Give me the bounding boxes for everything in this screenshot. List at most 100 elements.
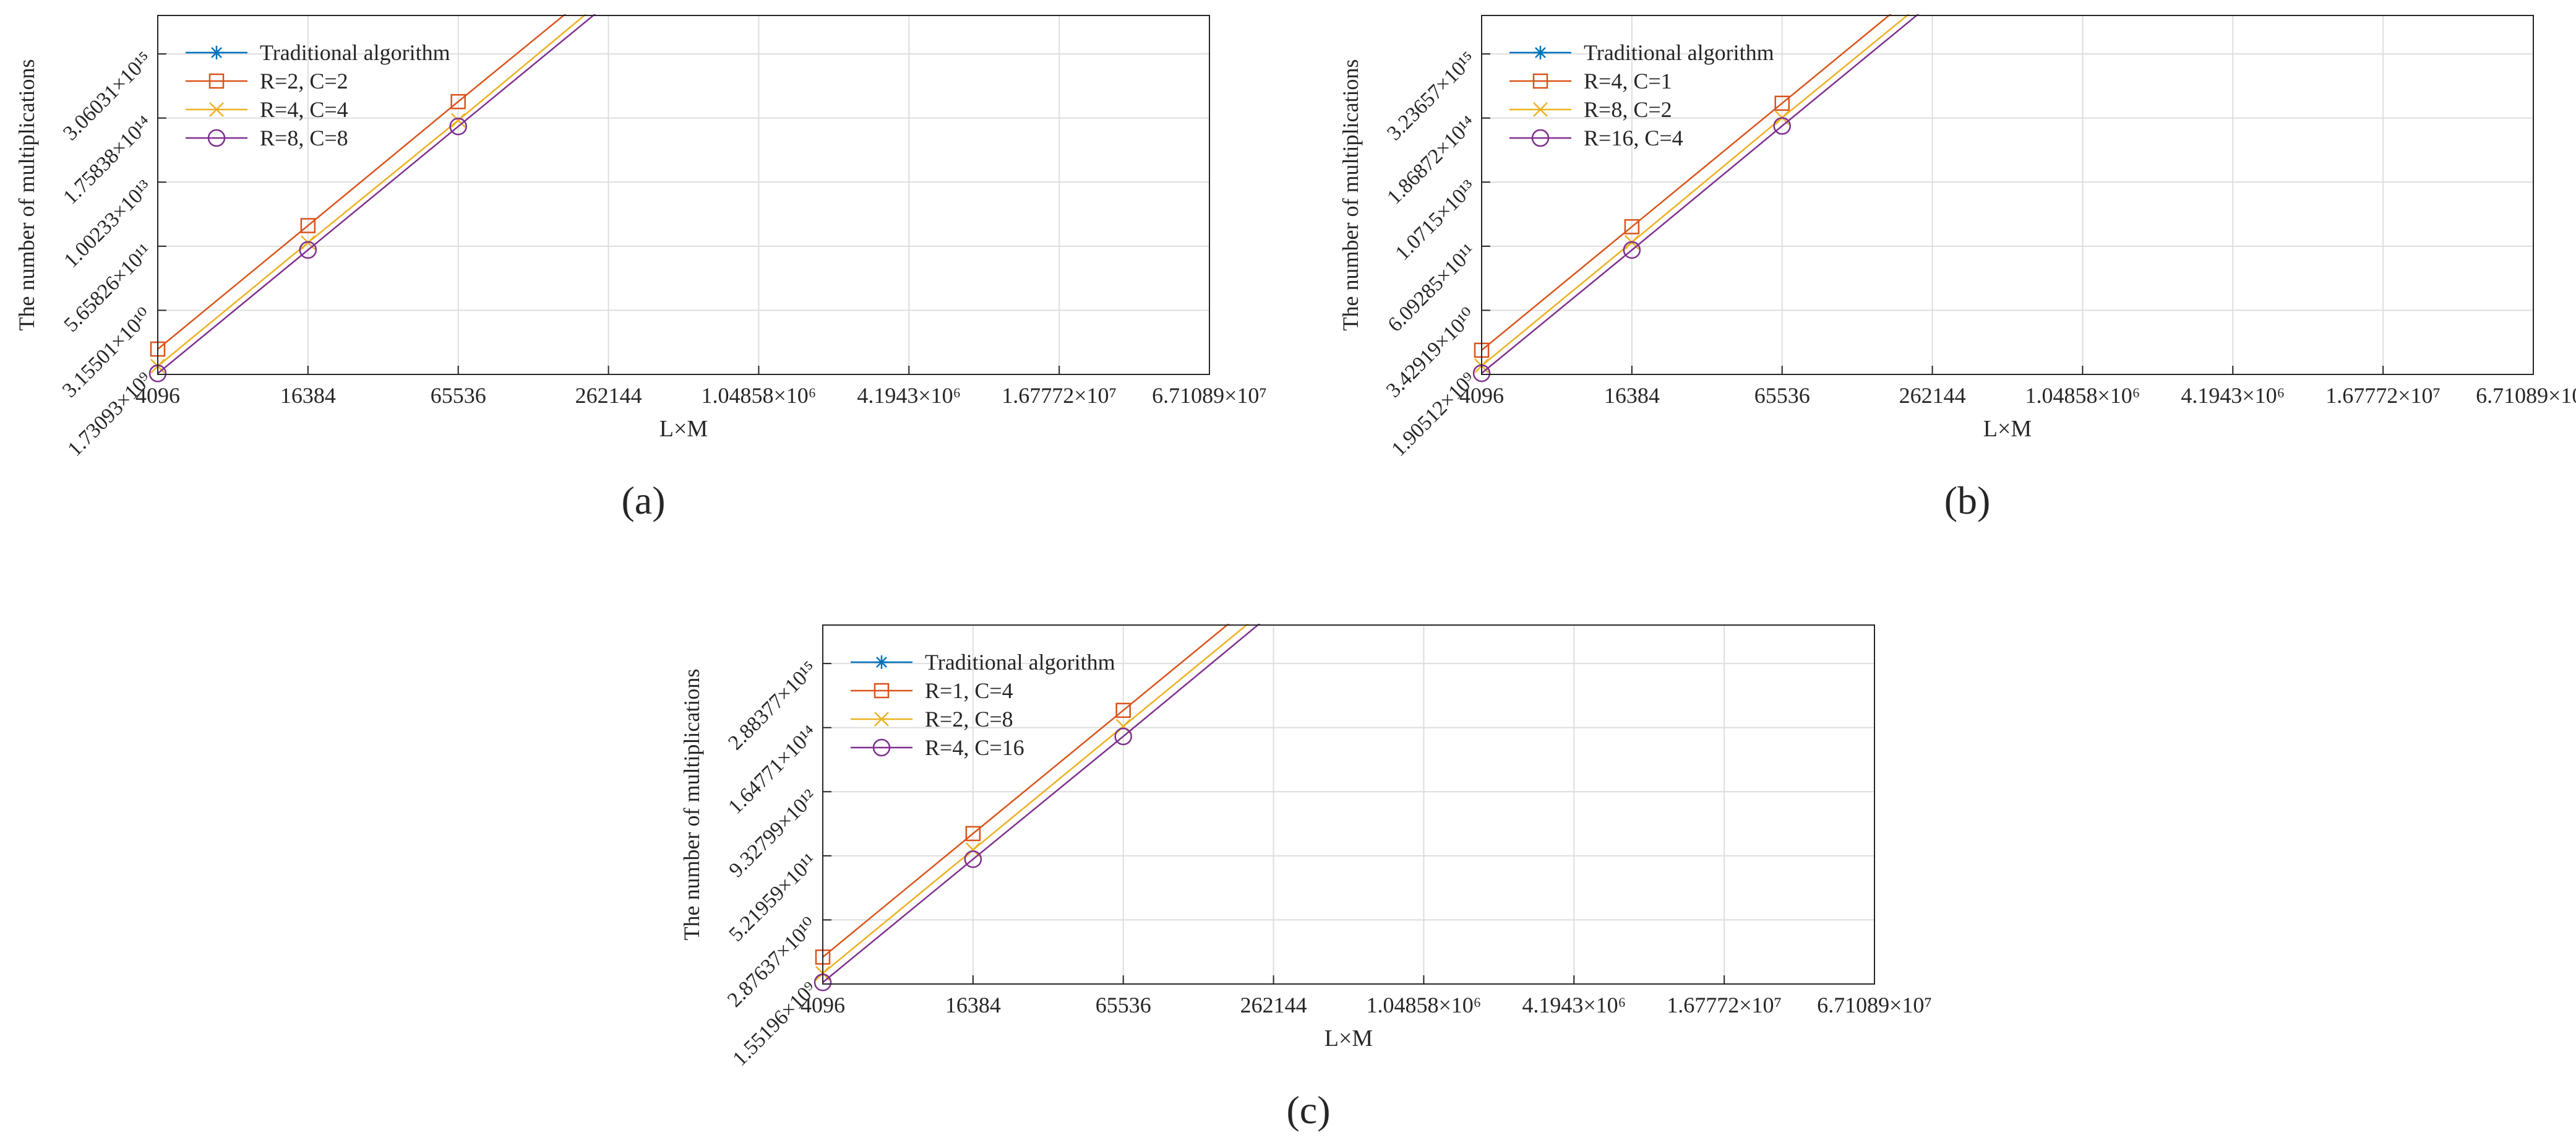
series-line — [1482, 14, 1910, 366]
legend-label: R=4, C=16 — [925, 735, 1024, 760]
panel-label-a: (a) — [621, 478, 665, 522]
panel-label-c: (c) — [1286, 1088, 1330, 1132]
legend-label: R=16, C=4 — [1584, 126, 1683, 150]
data-point — [1774, 95, 1790, 111]
data-point — [1624, 219, 1640, 235]
axes-box — [1481, 15, 2534, 375]
data-point — [1115, 719, 1131, 734]
legend-item: Traditional algorithm — [186, 40, 450, 65]
x-tick-label: 1.67772×10⁷ — [2325, 383, 2441, 408]
series-line — [823, 624, 1261, 983]
series-line — [158, 14, 596, 374]
legend-item: R=2, C=2 — [186, 69, 348, 93]
x-tick-label: 6.71089×10⁷ — [2476, 383, 2576, 408]
x-tick-label: 6.71089×10⁷ — [1817, 993, 1932, 1017]
legend-item: Traditional algorithm — [851, 650, 1115, 675]
y-axis-label: The number of multiplications — [14, 59, 39, 331]
legend-marker — [207, 129, 226, 147]
legend-label: Traditional algorithm — [925, 650, 1115, 675]
x-tick-label: 4096 — [1459, 383, 1504, 408]
x-tick-label: 65536 — [1754, 383, 1810, 408]
legend-label: R=2, C=8 — [925, 707, 1013, 732]
data-point — [964, 850, 982, 868]
y-axis-label: The number of multiplications — [679, 669, 704, 941]
x-tick-label: 1.67772×10⁷ — [1002, 383, 1117, 408]
series-line — [158, 14, 587, 367]
plot-area — [158, 15, 1209, 374]
x-tick-label: 6.71089×10⁷ — [1152, 383, 1267, 408]
legend-label: R=2, C=2 — [260, 69, 348, 93]
legend-item: R=2, C=8 — [851, 707, 1013, 732]
legend: Traditional algorithm R=4, C=1 R=8, C=2 R=1… — [1509, 40, 1774, 150]
series-4 — [1472, 14, 1920, 382]
x-tick-label: 16384 — [280, 383, 336, 408]
data-point — [450, 113, 466, 128]
legend-marker — [1534, 46, 1547, 59]
data-point — [1114, 727, 1132, 746]
x-axis-label: L×M — [1324, 1025, 1373, 1051]
legend-item: Traditional algorithm — [1509, 40, 1774, 65]
legend-item: R=4, C=16 — [851, 735, 1024, 760]
legend-marker — [875, 655, 888, 669]
legend-marker — [1532, 73, 1548, 89]
series-line — [823, 624, 1230, 958]
data-point — [1773, 117, 1791, 135]
x-axis-label: L×M — [659, 416, 708, 442]
x-tick-label: 4.1943×10⁶ — [857, 383, 961, 408]
data-point — [299, 241, 317, 259]
data-point — [1623, 241, 1641, 259]
legend-label: R=4, C=1 — [1584, 69, 1672, 93]
data-point — [1115, 702, 1131, 719]
x-tick-label: 1.04858×10⁶ — [701, 383, 816, 408]
data-point — [450, 93, 466, 110]
x-tick-label: 1.67772×10⁷ — [1667, 993, 1782, 1017]
x-tick-label: 262144 — [1240, 993, 1307, 1017]
x-tick-label: 262144 — [575, 383, 642, 408]
legend-marker — [208, 73, 225, 89]
legend-marker — [209, 102, 224, 117]
x-tick-label: 65536 — [431, 383, 486, 408]
plot-area — [1482, 15, 2533, 374]
legend-marker — [210, 46, 223, 59]
legend: Traditional algorithm R=1, C=4 R=2, C=8 R=4… — [851, 650, 1115, 760]
legend-marker — [874, 683, 890, 699]
panel-b: 4096 16384 65536 262144 1.04858×10⁶ 4.1943×10… — [1338, 14, 2576, 461]
x-tick-label: 4096 — [135, 383, 180, 408]
data-point — [449, 118, 467, 136]
x-tick-label: 4.1943×10⁶ — [2181, 383, 2285, 408]
x-axis-label: L×M — [1983, 416, 2032, 442]
x-tick-label: 65536 — [1096, 993, 1151, 1017]
series-line — [823, 624, 1250, 974]
panel-label-b: (b) — [1944, 478, 1991, 522]
legend-label: Traditional algorithm — [260, 40, 450, 65]
data-point — [965, 826, 981, 842]
legend-item: R=1, C=4 — [851, 678, 1013, 703]
x-tick-label: 1.04858×10⁶ — [1366, 993, 1481, 1017]
legend-item: R=16, C=4 — [1509, 126, 1683, 150]
data-point — [300, 218, 316, 233]
legend-label: R=8, C=8 — [260, 126, 348, 150]
data-point — [965, 842, 981, 858]
legend: Traditional algorithm R=2, C=2 R=4, C=4 R=8… — [186, 40, 450, 150]
x-tick-label: 16384 — [945, 993, 1001, 1017]
series-4 — [148, 14, 596, 382]
legend-label: R=4, C=4 — [260, 97, 348, 122]
legend-marker — [874, 712, 889, 727]
legend-marker — [872, 738, 891, 757]
x-tick-label: 16384 — [1604, 383, 1660, 408]
legend-label: R=1, C=4 — [925, 678, 1013, 703]
y-axis-label: The number of multiplications — [1338, 59, 1363, 331]
axes-box — [822, 624, 1875, 985]
x-tick-label: 1.04858×10⁶ — [2025, 383, 2140, 408]
legend-label: R=8, C=2 — [1584, 97, 1672, 122]
legend-item: R=4, C=4 — [186, 97, 348, 122]
legend-item: R=4, C=1 — [1509, 69, 1672, 93]
x-tick-label: 4096 — [801, 993, 845, 1017]
series-line — [1482, 14, 1892, 351]
axes-box — [157, 15, 1210, 375]
series-line — [158, 14, 567, 350]
legend-marker — [1531, 129, 1550, 147]
plot-area — [823, 625, 1874, 984]
legend-item: R=8, C=8 — [186, 126, 348, 150]
